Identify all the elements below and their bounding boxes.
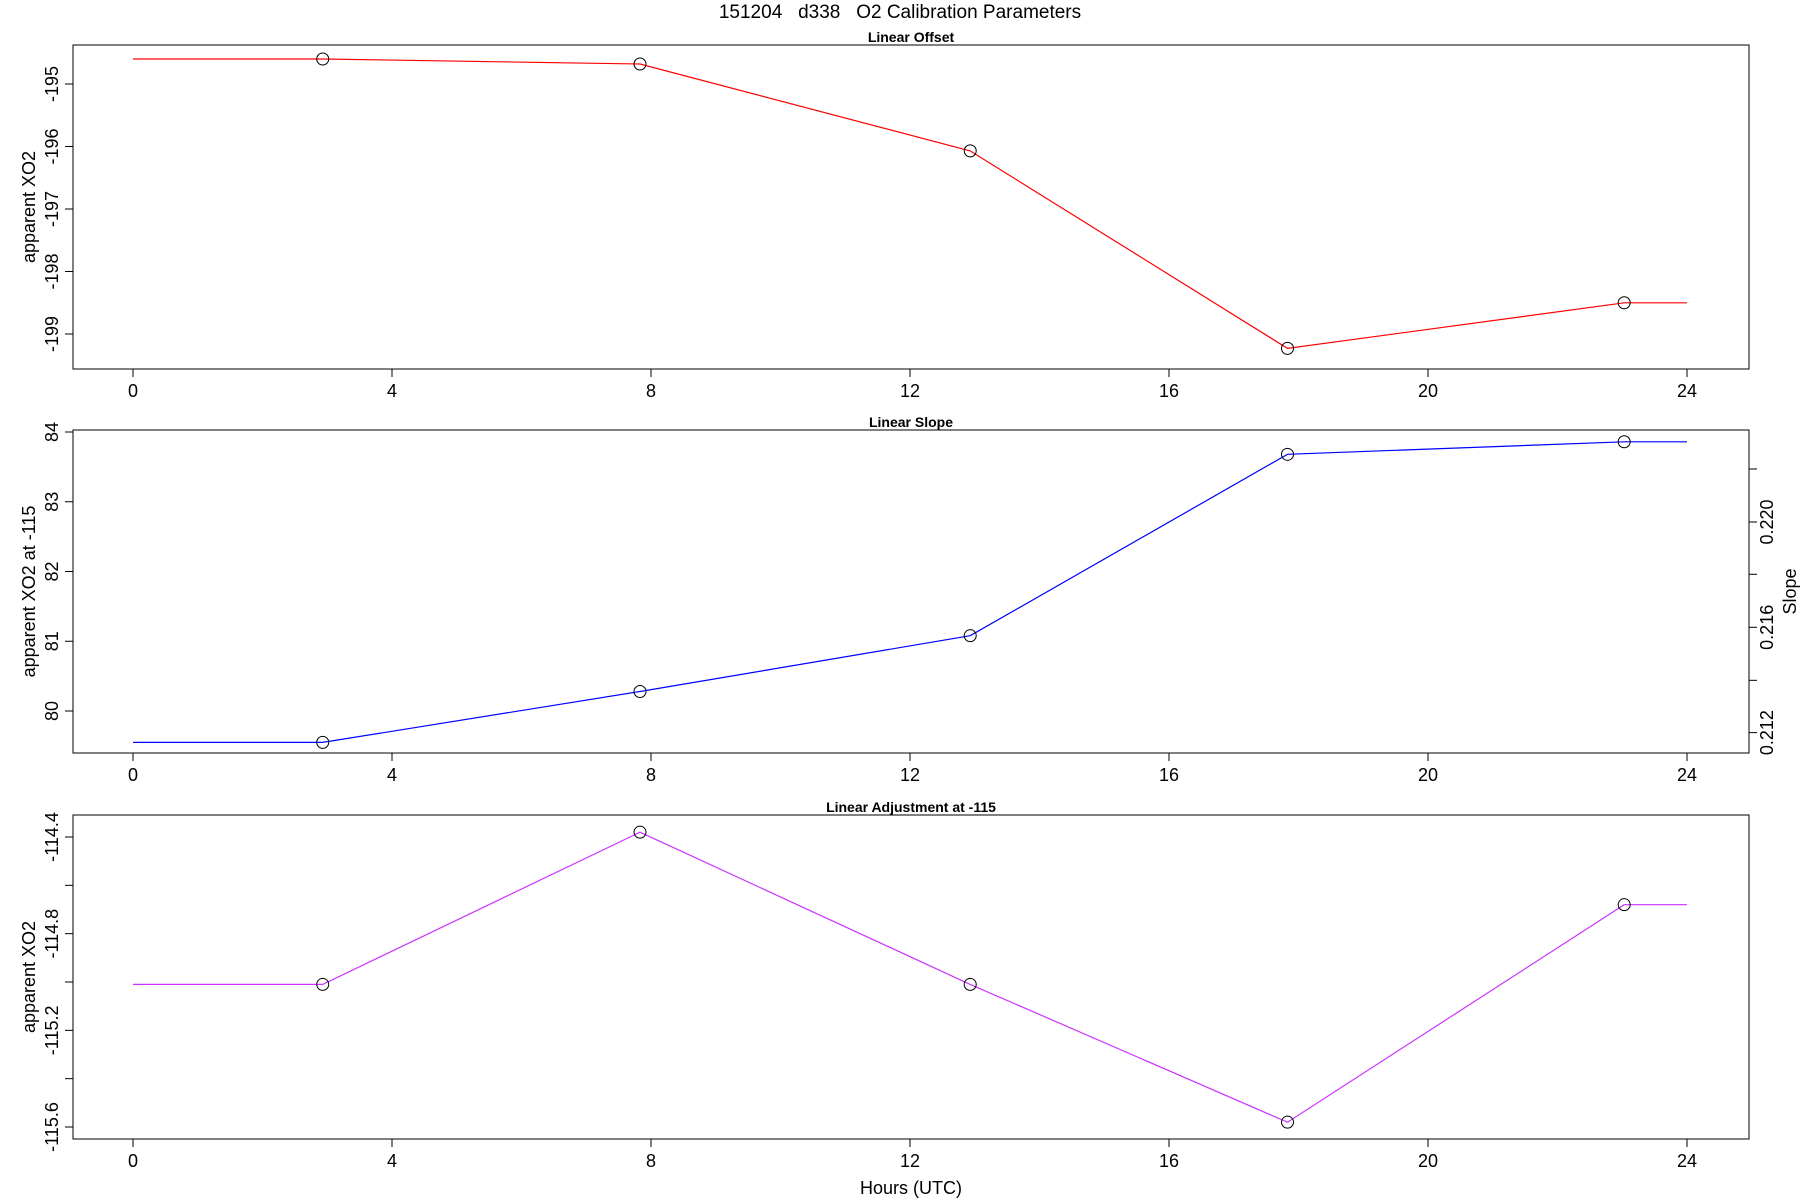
data-point	[316, 52, 330, 66]
y-tick-label: 80	[42, 701, 62, 721]
x-tick-label: 0	[128, 1151, 138, 1171]
x-tick-label: 16	[1159, 1151, 1179, 1171]
x-tick-label: 8	[646, 381, 656, 401]
data-point	[316, 735, 330, 749]
x-tick-label: 24	[1677, 381, 1697, 401]
x-tick-label: 12	[900, 1151, 920, 1171]
y-axis-title: apparent XO2 at -115	[19, 506, 39, 678]
panel-title: Linear Slope	[869, 414, 953, 430]
y-tick-label: -114.8	[42, 909, 62, 959]
y-tick-label: -114.4	[42, 812, 62, 862]
x-tick-label: 4	[387, 381, 397, 401]
series-line	[133, 441, 1687, 744]
y-tick-label: -196	[42, 128, 62, 164]
plot-frame	[72, 814, 1750, 1140]
y-tick-label: -197	[42, 191, 62, 227]
plot-frame	[72, 429, 1750, 754]
data-point	[1617, 435, 1631, 449]
x-tick-label: 8	[646, 1151, 656, 1171]
series-line	[133, 831, 1687, 1123]
x-tick-label: 0	[128, 765, 138, 785]
x-tick-label: 4	[387, 765, 397, 785]
data-point	[1617, 296, 1631, 310]
x-tick-label: 16	[1159, 765, 1179, 785]
data-point	[633, 57, 647, 71]
data-point	[1617, 898, 1631, 912]
plot-frame	[72, 44, 1750, 370]
y-tick-label: 84	[42, 422, 62, 442]
x-tick-label: 20	[1418, 765, 1438, 785]
y-tick-label: 81	[42, 631, 62, 651]
data-point	[963, 144, 977, 158]
figure-title: 151204 d338 O2 Calibration Parameters	[718, 2, 1082, 23]
y2-tick-label: 0.220	[1757, 499, 1777, 544]
y-axis-title: apparent XO2	[19, 151, 39, 263]
x-axis-title: Hours (UTC)	[860, 1178, 962, 1198]
y2-axis-title: Slope	[1780, 568, 1800, 614]
y-tick-label: -115.2	[42, 1005, 62, 1055]
x-tick-label: 0	[128, 381, 138, 401]
y2-tick-label: 0.216	[1757, 605, 1777, 650]
x-tick-label: 12	[900, 765, 920, 785]
y-tick-label: -199	[42, 316, 62, 352]
panel-title: Linear Offset	[868, 29, 955, 45]
data-point	[1280, 447, 1294, 461]
y-tick-label: -195	[42, 66, 62, 102]
y-tick-label: 83	[42, 492, 62, 512]
data-point	[1280, 1115, 1294, 1129]
y-axis-title: apparent XO2	[19, 921, 39, 1033]
x-tick-label: 24	[1677, 1151, 1697, 1171]
x-tick-label: 4	[387, 1151, 397, 1171]
x-tick-label: 16	[1159, 381, 1179, 401]
series-line	[133, 58, 1687, 350]
data-point	[633, 825, 647, 839]
x-tick-label: 20	[1418, 381, 1438, 401]
y-tick-label: 82	[42, 561, 62, 581]
panel-title: Linear Adjustment at -115	[826, 799, 996, 815]
data-point	[963, 629, 977, 643]
x-tick-label: 24	[1677, 765, 1697, 785]
x-tick-label: 20	[1418, 1151, 1438, 1171]
y-tick-label: -198	[42, 253, 62, 289]
x-tick-label: 12	[900, 381, 920, 401]
data-point	[963, 977, 977, 991]
y2-tick-label: 0.212	[1757, 710, 1777, 755]
x-tick-label: 8	[646, 765, 656, 785]
data-point	[316, 977, 330, 991]
data-point	[1280, 341, 1294, 355]
data-point	[633, 684, 647, 698]
y-tick-label: -115.6	[42, 1102, 62, 1152]
